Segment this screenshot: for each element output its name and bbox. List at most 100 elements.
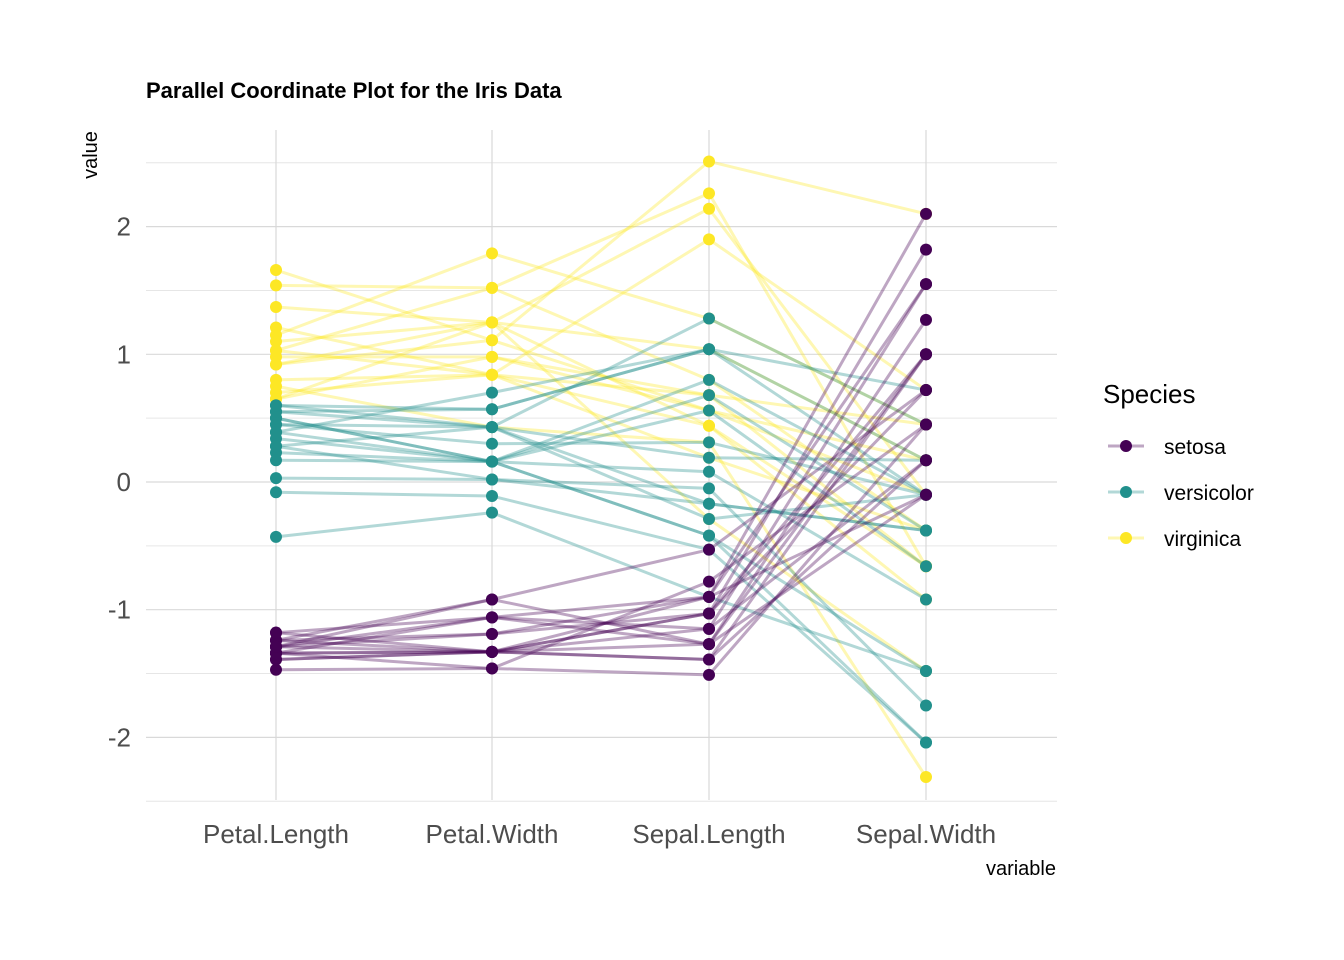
data-point-versicolor <box>703 451 715 464</box>
series-line-virginica <box>275 320 927 462</box>
series-line-virginica <box>275 320 927 568</box>
series-line-virginica <box>275 320 927 673</box>
data-point-virginica <box>270 358 282 371</box>
y-tick-label: -1 <box>108 595 131 625</box>
x-tick-label: Petal.Length <box>203 819 349 849</box>
data-point-virginica <box>270 264 282 277</box>
y-axis-title: value <box>80 131 102 179</box>
series-line-setosa <box>275 318 928 655</box>
data-point-virginica <box>270 279 282 292</box>
series-line-setosa <box>275 283 928 649</box>
data-point-versicolor <box>486 403 498 416</box>
data-point-virginica <box>486 368 498 381</box>
series-line-setosa <box>275 389 928 662</box>
x-tick-labels: Petal.Length Petal.Width Sepal.Length Sepal… <box>203 819 996 849</box>
series-line-virginica <box>275 355 927 462</box>
data-point-setosa <box>920 278 932 291</box>
x-axis-title: variable <box>986 858 1056 880</box>
series-line-versicolor <box>275 423 927 497</box>
series-line-versicolor <box>275 347 927 497</box>
data-point-virginica <box>703 419 715 432</box>
data-point-setosa <box>486 662 498 675</box>
data-point-virginica <box>703 233 715 246</box>
series-line-virginica <box>275 373 927 532</box>
data-point-versicolor <box>270 426 282 439</box>
data-point-versicolor <box>486 421 498 434</box>
data-point-versicolor <box>703 482 715 495</box>
data-point-setosa <box>703 638 715 651</box>
data-point-versicolor <box>270 530 282 543</box>
legend-label-setosa: setosa <box>1164 436 1226 459</box>
data-point-versicolor <box>486 386 498 399</box>
data-point-setosa <box>270 663 282 676</box>
data-point-versicolor <box>920 593 932 606</box>
series-line-versicolor <box>275 378 927 497</box>
series-line-setosa <box>275 459 927 654</box>
data-point-versicolor <box>703 513 715 526</box>
series-line-setosa <box>275 213 928 654</box>
series-line-setosa <box>275 493 927 655</box>
data-point-virginica <box>703 155 715 168</box>
data-point-versicolor <box>270 486 282 499</box>
data-point-versicolor <box>703 373 715 386</box>
data-point-setosa <box>486 611 498 624</box>
series-line-setosa <box>275 423 928 677</box>
series-line-versicolor <box>275 317 927 429</box>
data-point-versicolor <box>703 529 715 542</box>
legend-label-virginica: virginica <box>1164 528 1241 551</box>
data-point-versicolor <box>486 437 498 450</box>
legend-title: Species <box>1103 379 1196 409</box>
data-point-setosa <box>920 348 932 361</box>
data-point-setosa <box>486 627 498 640</box>
series-line-setosa <box>275 388 927 642</box>
series-line-setosa <box>275 283 928 635</box>
data-point-setosa <box>703 590 715 603</box>
data-point-setosa <box>270 640 282 653</box>
data-point-virginica <box>486 334 498 347</box>
series-line-setosa <box>275 353 928 649</box>
x-tick-label: Sepal.Width <box>856 819 996 849</box>
series-line-versicolor <box>275 425 927 521</box>
data-point-setosa <box>703 543 715 556</box>
series-line-virginica <box>275 191 928 568</box>
y-tick-label: 2 <box>117 212 131 242</box>
data-point-setosa <box>486 593 498 606</box>
data-point-setosa <box>920 313 932 326</box>
series-line-versicolor <box>275 410 927 462</box>
data-point-virginica <box>486 247 498 260</box>
data-point-versicolor <box>703 404 715 417</box>
y-tick-labels: -2 -1 0 1 2 <box>108 212 131 753</box>
legend-key-point <box>1120 440 1132 452</box>
data-point-versicolor <box>920 699 932 712</box>
data-point-setosa <box>703 653 715 666</box>
series-line-versicolor <box>275 451 927 673</box>
data-point-versicolor <box>486 490 498 503</box>
data-point-versicolor <box>703 497 715 510</box>
series-line-setosa <box>275 459 928 662</box>
series-line-setosa <box>275 493 927 642</box>
data-point-versicolor <box>920 524 932 537</box>
data-point-virginica <box>270 301 282 314</box>
series-line-versicolor <box>275 423 927 533</box>
data-point-setosa <box>920 488 932 501</box>
data-point-setosa <box>703 607 715 620</box>
data-point-virginica <box>703 202 715 215</box>
series-line-virginica <box>275 159 927 342</box>
data-point-setosa <box>920 384 932 397</box>
series-line-virginica <box>275 348 927 427</box>
data-point-virginica <box>270 335 282 348</box>
data-point-versicolor <box>920 664 932 677</box>
data-point-setosa <box>920 243 932 256</box>
data-point-versicolor <box>486 455 498 468</box>
data-point-virginica <box>486 281 498 294</box>
series-line-versicolor <box>275 476 928 707</box>
data-point-setosa <box>920 454 932 467</box>
x-tick-label: Sepal.Length <box>632 819 785 849</box>
series-line-virginica <box>275 384 928 778</box>
data-point-versicolor <box>703 343 715 356</box>
series-line-setosa <box>275 353 928 649</box>
series-line-versicolor <box>275 416 928 744</box>
data-point-versicolor <box>486 473 498 486</box>
data-point-setosa <box>703 622 715 635</box>
